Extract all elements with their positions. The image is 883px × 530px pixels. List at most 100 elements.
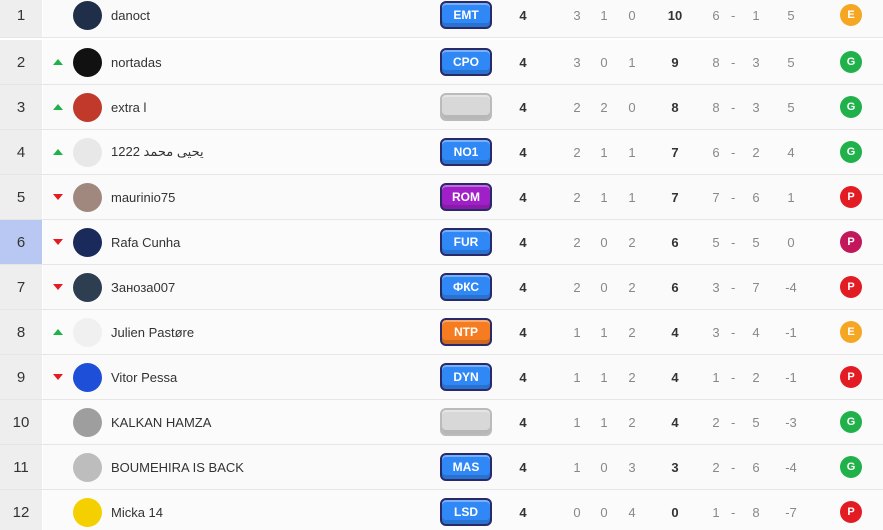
table-row[interactable]: 12 Micka 14 LSD 4 0 0 4 0 1 - 8 -7 P bbox=[0, 490, 883, 530]
team-badge[interactable]: ROM bbox=[440, 183, 492, 211]
avatar[interactable] bbox=[73, 137, 102, 167]
rank-number: 5 bbox=[16, 188, 26, 206]
table-row[interactable]: 10 KALKAN HAMZA 4 1 1 2 4 2 - 5 -3 G bbox=[0, 400, 883, 445]
played-count: 4 bbox=[519, 324, 527, 340]
team-badge-label: CPO bbox=[452, 55, 479, 69]
draws-count: 1 bbox=[600, 324, 608, 340]
player-name[interactable]: maurinio75 bbox=[111, 189, 176, 205]
team-badge[interactable]: NO1 bbox=[440, 138, 492, 166]
draws-count: 2 bbox=[600, 99, 608, 115]
trend-up-icon bbox=[52, 326, 64, 338]
avatar[interactable] bbox=[73, 452, 102, 482]
goals-for: 2 bbox=[712, 459, 720, 475]
form-letter: E bbox=[847, 9, 855, 21]
wins-count: 1 bbox=[573, 324, 581, 340]
player-name[interactable]: Micka 14 bbox=[111, 504, 164, 520]
avatar[interactable] bbox=[73, 227, 102, 257]
goals-for: 3 bbox=[712, 279, 720, 295]
goals-dash: - bbox=[731, 234, 736, 250]
goal-difference: 5 bbox=[787, 7, 795, 23]
goals-for: 1 bbox=[712, 369, 720, 385]
player-name[interactable]: KALKAN HAMZA bbox=[111, 414, 212, 430]
row-content: danoct EMT 4 3 1 0 10 6 - 1 5 E bbox=[43, 0, 883, 37]
table-row[interactable]: 2 nortadas CPO 4 3 0 1 9 8 - 3 5 G bbox=[0, 40, 883, 85]
table-row[interactable]: 5 maurinio75 ROM 4 2 1 1 7 7 - 6 1 P bbox=[0, 175, 883, 220]
rank-cell: 6 bbox=[0, 220, 43, 264]
goals-for: 1 bbox=[712, 504, 720, 520]
avatar[interactable] bbox=[73, 47, 102, 77]
losses-count: 2 bbox=[628, 279, 636, 295]
goals-dash: - bbox=[731, 279, 736, 295]
table-row[interactable]: 6 Rafa Cunha FUR 4 2 0 2 6 5 - 5 0 P bbox=[0, 220, 883, 265]
avatar[interactable] bbox=[73, 92, 102, 122]
avatar[interactable] bbox=[73, 272, 102, 302]
team-badge[interactable]: CPO bbox=[440, 48, 492, 76]
table-row[interactable]: 4 يحيى محمد 1222 NO1 4 2 1 1 7 6 - 2 4 G bbox=[0, 130, 883, 175]
player-name[interactable]: Rafa Cunha bbox=[111, 234, 181, 250]
team-badge[interactable]: ФКС bbox=[440, 273, 492, 301]
table-row[interactable]: 1 danoct EMT 4 3 1 0 10 6 - 1 5 E bbox=[0, 0, 883, 38]
player-name[interactable]: extra l bbox=[111, 99, 147, 115]
avatar[interactable] bbox=[73, 497, 102, 527]
draws-count: 0 bbox=[600, 459, 608, 475]
team-badge[interactable]: FUR bbox=[440, 228, 492, 256]
goals-dash: - bbox=[731, 414, 736, 430]
goals-dash: - bbox=[731, 324, 736, 340]
goal-difference: -4 bbox=[785, 459, 797, 475]
goals-for: 6 bbox=[712, 144, 720, 160]
player-name[interactable]: nortadas bbox=[111, 54, 162, 70]
table-row[interactable]: 9 Vitor Pessa DYN 4 1 1 2 4 1 - 2 -1 P bbox=[0, 355, 883, 400]
trend-down-icon bbox=[52, 281, 64, 293]
row-content: Заноза007 ФКС 4 2 0 2 6 3 - 7 -4 P bbox=[43, 265, 883, 309]
played-count: 4 bbox=[519, 54, 527, 70]
wins-count: 3 bbox=[573, 7, 581, 23]
team-badge[interactable]: DYN bbox=[440, 363, 492, 391]
points: 9 bbox=[671, 54, 679, 70]
player-name[interactable]: يحيى محمد 1222 bbox=[111, 144, 204, 159]
team-badge[interactable]: NTP bbox=[440, 318, 492, 346]
rank-cell: 1 bbox=[0, 0, 43, 37]
goals-against: 5 bbox=[752, 234, 760, 250]
goals-against: 5 bbox=[752, 414, 760, 430]
goals-against: 6 bbox=[752, 189, 760, 205]
team-badge[interactable] bbox=[440, 93, 492, 121]
avatar[interactable] bbox=[73, 0, 102, 30]
avatar[interactable] bbox=[73, 182, 102, 212]
team-badge-label: NTP bbox=[454, 325, 478, 339]
player-name[interactable]: Vitor Pessa bbox=[111, 369, 178, 385]
row-content: Rafa Cunha FUR 4 2 0 2 6 5 - 5 0 P bbox=[43, 220, 883, 264]
avatar[interactable] bbox=[73, 317, 102, 347]
table-row[interactable]: 3 extra l 4 2 2 0 8 8 - 3 5 G bbox=[0, 85, 883, 130]
goals-for: 3 bbox=[712, 324, 720, 340]
table-row[interactable]: 11 BOUMEHIRA IS BACK MAS 4 1 0 3 3 2 - 6… bbox=[0, 445, 883, 490]
table-row[interactable]: 7 Заноза007 ФКС 4 2 0 2 6 3 - 7 -4 P bbox=[0, 265, 883, 310]
wins-count: 2 bbox=[573, 279, 581, 295]
team-badge[interactable]: EMT bbox=[440, 1, 492, 29]
form-letter: P bbox=[847, 236, 855, 248]
table-row[interactable]: 8 Julien Pastøre NTP 4 1 1 2 4 3 - 4 -1 … bbox=[0, 310, 883, 355]
played-count: 4 bbox=[519, 144, 527, 160]
form-letter: G bbox=[846, 416, 856, 428]
team-badge-label: NO1 bbox=[453, 145, 479, 159]
player-name[interactable]: Julien Pastøre bbox=[111, 324, 195, 340]
goal-difference: 4 bbox=[787, 144, 795, 160]
team-badge[interactable] bbox=[440, 408, 492, 436]
player-name[interactable]: BOUMEHIRA IS BACK bbox=[111, 459, 244, 475]
avatar[interactable] bbox=[73, 407, 102, 437]
form-letter: P bbox=[847, 506, 855, 518]
goals-against: 7 bbox=[752, 279, 760, 295]
losses-count: 2 bbox=[628, 324, 636, 340]
losses-count: 0 bbox=[628, 7, 636, 23]
rank-cell: 11 bbox=[0, 445, 43, 489]
wins-count: 1 bbox=[573, 369, 581, 385]
player-name[interactable]: danoct bbox=[111, 7, 151, 23]
player-name[interactable]: Заноза007 bbox=[111, 279, 176, 295]
losses-count: 3 bbox=[628, 459, 636, 475]
avatar[interactable] bbox=[73, 362, 102, 392]
rank-number: 9 bbox=[16, 368, 26, 386]
played-count: 4 bbox=[519, 234, 527, 250]
form-badge: G bbox=[840, 456, 862, 478]
team-badge[interactable]: LSD bbox=[440, 498, 492, 526]
team-badge[interactable]: MAS bbox=[440, 453, 492, 481]
